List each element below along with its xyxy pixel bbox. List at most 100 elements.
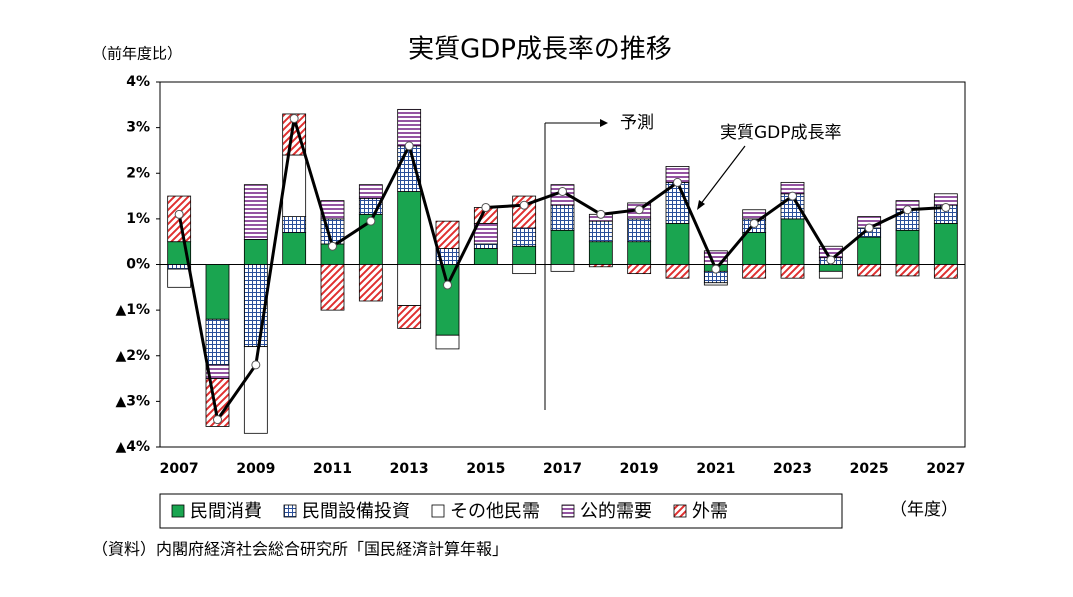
bar-segment <box>550 264 575 272</box>
source-note: （資料）内閣府経済社会総合研究所「国民経済計算年報」 <box>92 540 508 559</box>
gdp-point <box>826 255 836 265</box>
bar-segment <box>665 264 690 279</box>
bar-segment <box>550 204 575 231</box>
gdp-point <box>673 177 682 187</box>
legend-swatch <box>283 504 297 518</box>
annotation-arrowhead <box>697 200 705 210</box>
y-tick-label: 4% <box>126 74 150 90</box>
y-tick-label: ▲3% <box>115 393 150 409</box>
gdp-point <box>749 218 759 228</box>
forecast-label: 予測 <box>620 113 654 133</box>
y-tick-label: 2% <box>126 165 150 181</box>
bar-segment <box>435 220 460 249</box>
bar-segment <box>895 229 920 265</box>
gdp-point <box>328 241 337 251</box>
bar-segment <box>550 229 575 265</box>
gdp-point <box>558 187 567 196</box>
x-tick-label: 2025 <box>850 461 889 477</box>
bar-segment <box>818 264 843 272</box>
bar-segment <box>473 243 498 249</box>
bar-segment <box>818 270 843 279</box>
gdp-point <box>366 216 376 226</box>
gdp-point <box>941 202 951 212</box>
gdp-point <box>443 280 452 290</box>
bar-segment <box>742 264 767 279</box>
x-tick-label: 2027 <box>926 461 965 477</box>
x-tick-label: 2017 <box>543 461 582 477</box>
x-tick-label: 2023 <box>773 461 812 477</box>
bar-segment <box>397 264 422 306</box>
bar-segment <box>895 264 920 277</box>
bar-segment <box>243 184 268 240</box>
bar-segment <box>282 232 307 265</box>
bar-segment <box>588 220 613 243</box>
gdp-point <box>174 209 184 219</box>
bar-segment <box>588 264 613 268</box>
line-annotation: 実質GDP成長率 <box>720 123 842 143</box>
bar-segment <box>627 218 652 243</box>
bar-segment <box>627 241 652 265</box>
bar-segment <box>588 241 613 265</box>
bar-segment <box>243 239 268 265</box>
bar-segment <box>358 184 383 199</box>
bar-segment <box>282 113 307 156</box>
legend-swatch <box>171 504 185 518</box>
x-tick-label: 2015 <box>466 461 505 477</box>
legend-box <box>159 493 843 529</box>
bar-segment <box>742 232 767 265</box>
gdp-point <box>788 191 797 201</box>
gdp-point <box>519 200 529 210</box>
bar-segment <box>243 346 268 434</box>
legend-label: 外需 <box>692 501 728 522</box>
bar-segment <box>205 264 230 320</box>
gdp-point <box>481 202 491 212</box>
x-tick-label: 2019 <box>620 461 659 477</box>
bar-segment <box>703 282 728 286</box>
legend-swatch <box>561 504 575 518</box>
bar-segment <box>780 218 805 265</box>
y-tick-label: 3% <box>126 120 150 136</box>
gdp-point <box>864 223 874 233</box>
legend-label: 民間消費 <box>190 501 262 522</box>
y-tick-label: ▲2% <box>115 348 150 364</box>
bar-segment <box>857 264 882 277</box>
chart-title: 実質GDP成長率の推移 <box>408 35 672 65</box>
x-axis-unit: （年度） <box>890 500 958 520</box>
y-tick-label: ▲4% <box>115 439 150 455</box>
bar-segment <box>512 264 537 275</box>
legend-label: その他民需 <box>450 501 540 522</box>
gdp-point <box>711 264 721 274</box>
x-tick-label: 2009 <box>236 461 275 477</box>
gdp-point <box>903 205 912 215</box>
legend-swatch <box>673 504 687 518</box>
bar-segment <box>627 264 652 275</box>
bar-segment <box>933 264 958 279</box>
bar-segment <box>397 305 422 329</box>
bar-segment <box>665 223 690 265</box>
x-tick-label: 2013 <box>390 461 429 477</box>
bar-segment <box>320 264 345 311</box>
bar-segment <box>780 264 805 279</box>
gdp-point <box>213 415 222 425</box>
gdp-point <box>634 205 644 215</box>
y-tick-label: ▲1% <box>115 302 150 318</box>
legend-swatch <box>431 504 445 518</box>
legend-label: 民間設備投資 <box>302 501 410 522</box>
bar-segment <box>397 145 422 192</box>
x-tick-label: 2021 <box>696 461 735 477</box>
bar-segment <box>397 191 422 265</box>
y-tick-label: 0% <box>126 257 150 273</box>
bar-segment <box>358 264 383 302</box>
y-tick-label: 1% <box>126 211 150 227</box>
bar-segment <box>473 248 498 265</box>
x-tick-label: 2011 <box>313 461 352 477</box>
bar-segment <box>435 264 460 336</box>
gdp-point <box>596 209 606 219</box>
bar-segment <box>512 245 537 265</box>
forecast-arrowhead <box>600 119 608 127</box>
legend-label: 公的需要 <box>580 501 652 522</box>
bar-segment <box>512 227 537 247</box>
x-tick-label: 2007 <box>160 461 199 477</box>
gdp-point <box>404 141 414 151</box>
y-axis-unit: （前年度比） <box>92 45 182 63</box>
